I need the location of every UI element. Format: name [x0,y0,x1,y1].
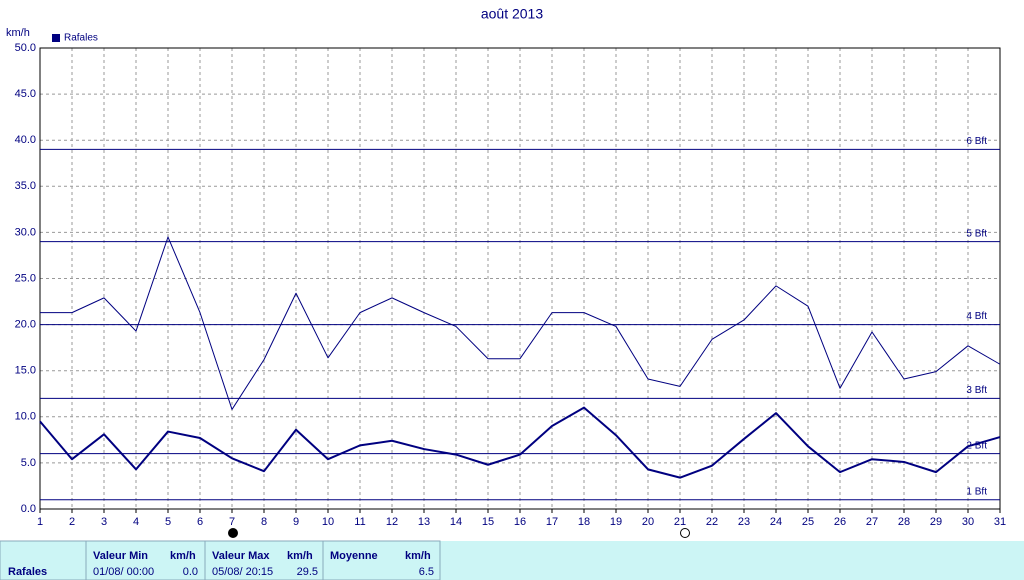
table-frame [0,540,441,580]
x-tick-label: 19 [610,516,622,528]
table-header: Moyenne [330,550,378,562]
x-tick-label: 7 [229,516,235,528]
moon-icon [228,528,238,538]
y-tick-label: 25.0 [15,272,36,284]
x-tick-label: 16 [514,516,526,528]
legend-label: Rafales [64,33,98,44]
moon-icon [680,528,690,538]
x-tick-label: 18 [578,516,590,528]
table-header: km/h [170,550,196,562]
x-tick-label: 17 [546,516,558,528]
y-tick-label: 45.0 [15,88,36,100]
x-tick-label: 26 [834,516,846,528]
x-tick-label: 30 [962,516,974,528]
reference-label: 3 Bft [966,385,987,396]
x-tick-label: 29 [930,516,942,528]
table-header: Valeur Min [93,550,148,562]
x-tick-label: 6 [197,516,203,528]
y-tick-label: 15.0 [15,365,36,377]
x-tick-label: 25 [802,516,814,528]
table-header: km/h [287,550,313,562]
x-tick-label: 9 [293,516,299,528]
y-tick-label: 5.0 [21,457,36,469]
table-header: Valeur Max [212,550,270,562]
x-tick-label: 22 [706,516,718,528]
x-tick-label: 24 [770,516,782,528]
reference-label: 2 Bft [966,440,987,451]
stats-table: Rafales Valeur Min km/h Valeur Max km/h … [0,540,1024,580]
series-line [40,236,1001,410]
y-axis-label: km/h [6,27,30,39]
reference-label: 6 Bft [966,136,987,147]
x-tick-label: 14 [450,516,462,528]
x-tick-label: 1 [37,516,43,528]
table-cell: 0.0 [183,566,198,578]
table-header: km/h [405,550,431,562]
x-tick-label: 21 [674,516,686,528]
y-tick-label: 10.0 [15,411,36,423]
x-tick-label: 10 [322,516,334,528]
x-tick-label: 13 [418,516,430,528]
table-cell: 29.5 [297,566,318,578]
reference-label: 4 Bft [966,311,987,322]
x-tick-label: 5 [165,516,171,528]
y-tick-label: 0.0 [21,503,36,515]
x-tick-label: 4 [133,516,139,528]
x-tick-label: 20 [642,516,654,528]
y-tick-label: 35.0 [15,180,36,192]
plot-area: 0.0 5.0 10.0 15.0 20.0 25.0 30.0 35.0 40.0 45.0 50… [15,42,1007,528]
y-tick-label: 40.0 [15,134,36,146]
legend-swatch [52,34,60,42]
x-tick-label: 27 [866,516,878,528]
x-tick-label: 31 [994,516,1006,528]
x-tick-label: 11 [354,516,365,528]
x-tick-label: 28 [898,516,910,528]
x-tick-label: 8 [261,516,267,528]
table-cell: 05/08/ 20:15 [212,566,273,578]
x-tick-label: 2 [69,516,75,528]
y-tick-label: 30.0 [15,226,36,238]
y-tick-label: 50.0 [15,42,36,54]
x-tick-label: 12 [386,516,398,528]
plot-frame [39,47,1001,510]
reference-label: 1 Bft [966,486,987,497]
table-cell: 6.5 [419,566,434,578]
table-row-label: Rafales [8,566,47,578]
reference-label: 5 Bft [966,228,987,239]
series-line [39,406,1001,479]
x-tick-label: 23 [738,516,750,528]
table-cell: 01/08/ 00:00 [93,566,154,578]
x-tick-label: 15 [482,516,494,528]
x-tick-label: 3 [101,516,107,528]
chart-title: août 2013 [481,6,543,22]
y-tick-label: 20.0 [15,319,36,331]
